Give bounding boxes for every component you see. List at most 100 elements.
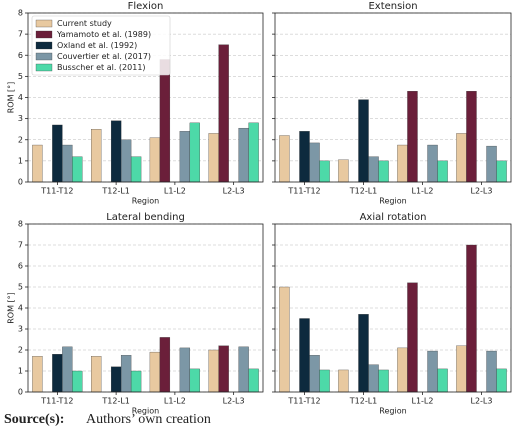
bar [378, 160, 389, 183]
bar [368, 364, 379, 393]
bar [466, 91, 477, 183]
bar [407, 282, 418, 393]
bar [130, 156, 142, 183]
y-tick-label: 8 [18, 220, 23, 229]
bar [72, 370, 83, 393]
bar [358, 314, 369, 393]
y-tick-label: 6 [18, 262, 23, 271]
x-tick-label: L2-L3 [471, 187, 493, 196]
bar [338, 369, 349, 393]
bar [52, 124, 63, 183]
bar [179, 347, 191, 393]
bar [238, 127, 249, 183]
legend-swatch [35, 63, 53, 72]
y-axis-label: ROM [°] [7, 292, 16, 324]
bar [218, 44, 229, 183]
bar [248, 368, 259, 393]
legend-label: Busscher et al. (2011) [57, 63, 146, 72]
panel-title: Flexion [128, 1, 164, 12]
plot-frame [27, 12, 264, 183]
bar [358, 99, 369, 183]
y-tick-label: 1 [18, 156, 23, 165]
bar [159, 337, 171, 393]
x-axis-label: Region [132, 197, 159, 206]
plot-frame [27, 223, 264, 393]
bar [466, 244, 477, 393]
bar [486, 145, 497, 183]
bar [437, 160, 448, 183]
y-tick-label: 5 [18, 283, 23, 292]
legend-label: Couvertier et al. (2017) [57, 52, 151, 61]
plot-frame [274, 223, 512, 393]
bar [120, 139, 132, 183]
y-tick-label: 7 [18, 30, 23, 39]
bar [179, 131, 191, 183]
source-text: Authors’ own creation [86, 412, 211, 427]
bar [159, 59, 171, 183]
y-tick-label: 4 [18, 304, 23, 313]
bar [437, 368, 448, 393]
bar [91, 129, 102, 183]
legend-swatch [35, 52, 53, 61]
bar [456, 345, 467, 393]
bar [299, 318, 310, 393]
legend-box [31, 15, 171, 76]
y-tick-label: 0 [18, 388, 23, 397]
bar [279, 135, 290, 183]
y-tick-label: 6 [18, 51, 23, 60]
x-tick-label: T11-T12 [40, 397, 73, 406]
x-tick-label: L2-L3 [223, 397, 245, 406]
legend-label: Yamamoto et al. (1989) [56, 30, 151, 39]
y-tick-label: 5 [18, 72, 23, 81]
bar [319, 369, 330, 393]
x-tick-label: L1-L2 [412, 397, 434, 406]
bar [319, 160, 330, 183]
x-tick-label: L1-L2 [412, 187, 434, 196]
x-tick-label: L2-L3 [223, 187, 245, 196]
bar [378, 369, 389, 393]
y-axis-label: ROM [°] [7, 82, 16, 114]
bar [397, 144, 408, 183]
bar [62, 346, 73, 393]
y-tick-label: 2 [18, 346, 23, 355]
y-tick-label: 8 [18, 9, 23, 18]
bar [110, 366, 122, 393]
y-tick-label: 7 [18, 241, 23, 250]
bar [91, 356, 102, 393]
bar [486, 350, 497, 393]
bar [208, 349, 219, 393]
bar [238, 346, 249, 393]
panel-title: Axial rotation [360, 212, 427, 223]
bar [248, 122, 259, 183]
x-tick-label: L2-L3 [471, 397, 493, 406]
bar [299, 131, 310, 183]
bar [208, 133, 219, 183]
x-tick-label: L1-L2 [164, 397, 186, 406]
bar [149, 351, 161, 393]
y-tick-label: 3 [18, 114, 23, 123]
bar [309, 142, 320, 183]
x-axis-label: Region [379, 407, 406, 416]
bar [130, 370, 142, 393]
legend-swatch [35, 19, 53, 28]
source-label: Source(s): [4, 412, 64, 427]
legend-label: Oxland et al. (1992) [57, 41, 137, 50]
x-tick-label: T11-T12 [287, 397, 320, 406]
x-tick-label: T12-L1 [101, 187, 130, 196]
bar [427, 350, 438, 393]
y-tick-label: 4 [18, 93, 23, 102]
x-tick-label: L1-L2 [164, 187, 186, 196]
bar [279, 286, 290, 393]
x-tick-label: T12-L1 [101, 397, 130, 406]
bar [368, 156, 379, 183]
bar [72, 156, 83, 183]
bar [62, 144, 73, 183]
legend-label: Current study [57, 19, 112, 28]
x-axis-label: Region [132, 407, 159, 416]
bar [496, 160, 507, 183]
bar [189, 122, 200, 183]
bar [32, 144, 43, 183]
plot-frame [274, 12, 512, 183]
legend-swatch [35, 30, 53, 39]
